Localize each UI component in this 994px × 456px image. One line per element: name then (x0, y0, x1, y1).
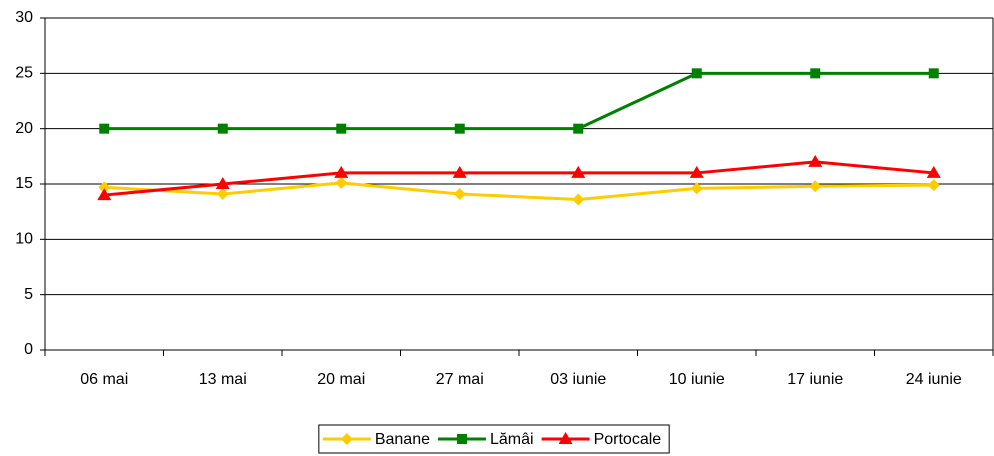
legend: Banane Lămâi Portocale (318, 424, 670, 454)
series-line (104, 160, 934, 197)
legend-item: Lămâi (438, 431, 534, 448)
x-tick-label: 20 mai (317, 371, 365, 388)
x-tick-label: 17 iunie (787, 371, 843, 388)
marker (572, 193, 585, 206)
marker (810, 68, 821, 79)
x-tick-label: 10 iunie (669, 371, 725, 388)
x-tick-label: 06 mai (80, 371, 128, 388)
marker (216, 187, 229, 200)
marker (340, 433, 353, 445)
y-tick-label: 0 (24, 341, 33, 358)
marker (452, 165, 467, 178)
y-tick-label: 10 (15, 231, 33, 248)
marker (690, 182, 703, 195)
marker (215, 177, 230, 189)
marker (97, 188, 112, 201)
marker (453, 187, 466, 200)
marker (334, 165, 349, 178)
legend-item: Portocale (541, 431, 662, 448)
series-line (104, 71, 934, 131)
y-tick-label: 20 (15, 120, 33, 137)
x-tick-label: 27 mai (436, 371, 484, 388)
legend-box (318, 424, 670, 454)
marker (558, 432, 573, 444)
legend-label: Lămâi (490, 431, 534, 448)
y-tick-label: 5 (24, 286, 33, 303)
marker (336, 123, 347, 134)
marker (571, 165, 586, 178)
y-tick-label: 15 (15, 175, 33, 192)
marker (928, 68, 939, 79)
marker (808, 154, 823, 167)
marker (335, 176, 348, 189)
legend-item: Banane (322, 431, 430, 448)
y-tick-label: 30 (15, 9, 33, 26)
marker (689, 165, 704, 178)
marker (573, 123, 584, 134)
legend-label: Banane (375, 431, 430, 448)
marker (926, 165, 941, 178)
series-line (104, 181, 934, 201)
legend-label: Portocale (594, 431, 662, 448)
marker (98, 181, 111, 194)
marker (691, 68, 702, 79)
x-tick-label: 03 iunie (550, 371, 606, 388)
marker (99, 123, 110, 134)
marker (217, 123, 228, 134)
x-tick-label: 13 mai (199, 371, 247, 388)
marker (457, 434, 467, 444)
y-tick-label: 25 (15, 65, 33, 82)
x-tick-label: 24 iunie (906, 371, 962, 388)
marker (454, 123, 465, 134)
marker (927, 179, 940, 192)
marker (809, 180, 822, 193)
